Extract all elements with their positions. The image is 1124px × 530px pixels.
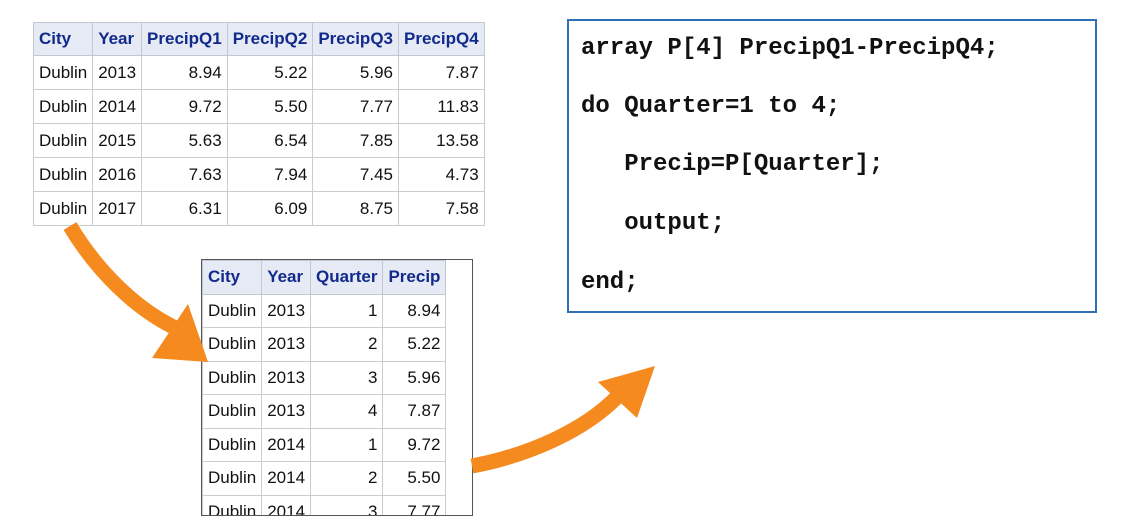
table-cell: Dublin	[32, 191, 94, 226]
table-cell: 9.72	[382, 427, 447, 462]
table-cell: 1	[310, 293, 384, 328]
table-cell: Dublin	[202, 360, 263, 395]
table-cell: Dublin	[202, 394, 263, 429]
arrow-long-to-code	[470, 366, 655, 474]
table-cell: 2013	[261, 394, 312, 429]
table-cell: 2	[310, 327, 384, 362]
table-cell: 8.94	[382, 293, 447, 328]
column-header: PrecipQ1	[141, 22, 228, 56]
column-header: Precip	[382, 260, 447, 295]
table-cell: Dublin	[32, 89, 94, 124]
table-cell: Dublin	[202, 461, 263, 496]
long-table-viewport: City Year Quarter Precip Dublin 2013 1 8…	[201, 259, 473, 516]
table-cell: 2014	[261, 494, 312, 515]
table-row: Dublin 2013 2 5.22	[202, 327, 447, 362]
table-cell: Dublin	[32, 55, 94, 90]
table-cell: 5.22	[226, 55, 314, 90]
sas-code-box: array P[4] PrecipQ1-PrecipQ4; do Quarter…	[567, 19, 1097, 313]
table-cell: 3	[310, 494, 384, 515]
table-cell: 7.77	[382, 494, 447, 515]
table-cell: 2015	[92, 123, 143, 158]
table-cell: 2014	[261, 427, 312, 462]
table-cell: 7.45	[312, 157, 399, 192]
table-cell: Dublin	[202, 327, 263, 362]
table-row: Dublin 2014 2 5.50	[202, 461, 447, 496]
table-cell: 9.72	[141, 89, 228, 124]
column-header: City	[202, 260, 263, 295]
column-header: PrecipQ2	[226, 22, 314, 56]
table-cell: Dublin	[202, 494, 263, 515]
table-cell: 7.87	[382, 394, 447, 429]
table-cell: 1	[310, 427, 384, 462]
table-cell: 7.58	[398, 191, 485, 226]
table-row: Dublin 2014 1 9.72	[202, 427, 447, 462]
table-cell: 5.96	[382, 360, 447, 395]
table-cell: 8.75	[312, 191, 399, 226]
table-cell: 2016	[92, 157, 143, 192]
column-header: PrecipQ4	[398, 22, 485, 56]
table-cell: 2	[310, 461, 384, 496]
table-row: Dublin 2013 8.94 5.22 5.96 7.87	[32, 55, 485, 90]
table-cell: 5.50	[226, 89, 314, 124]
table-cell: 2013	[261, 293, 312, 328]
table-row: Dublin 2017 6.31 6.09 8.75 7.58	[32, 191, 485, 226]
code-line-assign: Precip=P[Quarter];	[581, 151, 884, 178]
table-row: Dublin 2016 7.63 7.94 7.45 4.73	[32, 157, 485, 192]
table-cell: 2014	[261, 461, 312, 496]
long-precip-table: City Year Quarter Precip Dublin 2013 1 8…	[202, 260, 447, 515]
table-cell: 5.63	[141, 123, 228, 158]
table-cell: Dublin	[32, 157, 94, 192]
table-cell: 8.94	[141, 55, 228, 90]
table-cell: 4	[310, 394, 384, 429]
table-cell: 4.73	[398, 157, 485, 192]
table-row: Dublin 2014 3 7.77	[202, 494, 447, 515]
table-cell: Dublin	[202, 427, 263, 462]
column-header: City	[32, 22, 94, 56]
table-cell: Dublin	[202, 293, 263, 328]
table-cell: 7.85	[312, 123, 399, 158]
table-cell: 7.63	[141, 157, 228, 192]
table-cell: 2017	[92, 191, 143, 226]
table-header-row: City Year Quarter Precip	[202, 260, 447, 295]
table-row: Dublin 2013 3 5.96	[202, 360, 447, 395]
table-cell: 13.58	[398, 123, 485, 158]
table-cell: 7.87	[398, 55, 485, 90]
table-cell: 2013	[261, 327, 312, 362]
table-cell: 6.54	[226, 123, 314, 158]
table-cell: 11.83	[398, 89, 485, 124]
arrow-wide-to-long	[63, 222, 208, 362]
table-cell: 7.94	[226, 157, 314, 192]
table-header-row: City Year PrecipQ1 PrecipQ2 PrecipQ3 Pre…	[32, 22, 485, 56]
table-cell: 3	[310, 360, 384, 395]
table-cell: 7.77	[312, 89, 399, 124]
code-line-array: array P[4] PrecipQ1-PrecipQ4;	[581, 35, 999, 62]
wide-precip-table: City Year PrecipQ1 PrecipQ2 PrecipQ3 Pre…	[32, 22, 485, 226]
table-row: Dublin 2013 1 8.94	[202, 293, 447, 328]
table-cell: 5.22	[382, 327, 447, 362]
table-row: Dublin 2015 5.63 6.54 7.85 13.58	[32, 123, 485, 158]
table-row: Dublin 2013 4 7.87	[202, 394, 447, 429]
code-line-output: output;	[581, 210, 726, 237]
column-header: Year	[92, 22, 143, 56]
table-cell: 2013	[92, 55, 143, 90]
table-cell: 5.50	[382, 461, 447, 496]
table-row: Dublin 2014 9.72 5.50 7.77 11.83	[32, 89, 485, 124]
table-cell: 6.31	[141, 191, 228, 226]
table-cell: 2014	[92, 89, 143, 124]
table-cell: 2013	[261, 360, 312, 395]
column-header: PrecipQ3	[312, 22, 399, 56]
table-cell: Dublin	[32, 123, 94, 158]
table-cell: 6.09	[226, 191, 314, 226]
code-line-do: do Quarter=1 to 4;	[581, 93, 841, 120]
code-line-end: end;	[581, 269, 639, 296]
table-cell: 5.96	[312, 55, 399, 90]
column-header: Year	[261, 260, 312, 295]
column-header: Quarter	[310, 260, 384, 295]
